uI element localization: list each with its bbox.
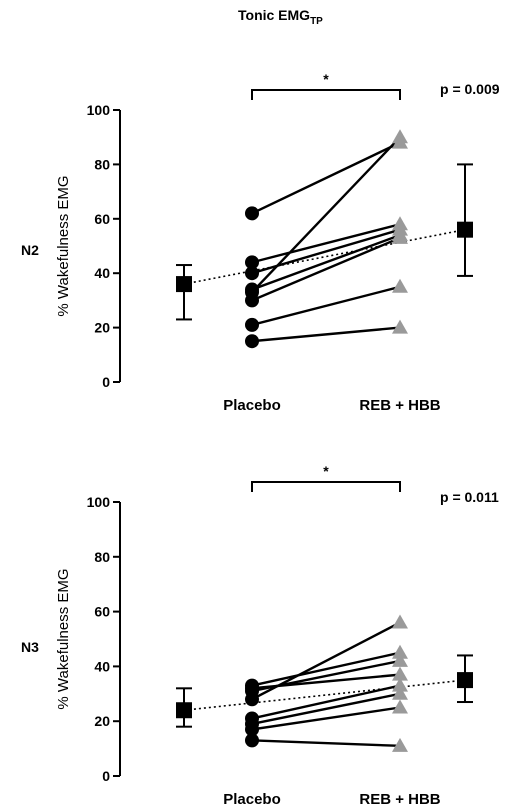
summary-mean-marker-reb_hbb bbox=[457, 221, 473, 238]
y-tick-label: 20 bbox=[94, 320, 110, 336]
reb-hbb-point bbox=[392, 319, 408, 334]
x-tick-label-reb-hbb: REB + HBB bbox=[359, 397, 440, 414]
y-tick-label: 0 bbox=[102, 768, 110, 784]
figure-title-subscript: TP bbox=[310, 16, 323, 27]
paired-line bbox=[251, 621, 401, 701]
paired-line bbox=[251, 141, 401, 215]
panel-n3: N3 % Wakefulness EMG 0 20 40 60 80 100 Placebo RE… bbox=[21, 463, 499, 808]
y-tick-label: 60 bbox=[94, 211, 110, 227]
reb-hbb-point bbox=[392, 614, 408, 629]
panel-n2: N2 % Wakefulness EMG 0 20 40 60 80 100 Placebo RE… bbox=[21, 71, 500, 414]
paired-line bbox=[251, 233, 401, 291]
summary-mean-marker-reb_hbb bbox=[457, 672, 473, 689]
reb-hbb-point bbox=[392, 685, 408, 700]
paired-line bbox=[251, 236, 401, 302]
reb-hbb-point bbox=[392, 644, 408, 659]
placebo-point bbox=[245, 334, 259, 349]
y-tick-label: 40 bbox=[94, 265, 110, 281]
reb-hbb-point bbox=[392, 129, 408, 144]
y-tick-label: 20 bbox=[94, 713, 110, 729]
reb-hbb-point bbox=[392, 699, 408, 714]
paired-line bbox=[251, 136, 401, 294]
reb-hbb-point bbox=[392, 737, 408, 752]
reb-hbb-point bbox=[392, 278, 408, 293]
significance-star: * bbox=[323, 463, 329, 479]
p-value-label: p = 0.009 bbox=[440, 81, 500, 97]
paired-line bbox=[251, 692, 401, 726]
placebo-point bbox=[245, 255, 259, 270]
y-tick-label: 100 bbox=[87, 102, 111, 118]
paired-line bbox=[251, 684, 401, 720]
reb-hbb-point bbox=[392, 652, 408, 667]
y-axis-label: % Wakefulness EMG bbox=[55, 175, 72, 316]
placebo-point bbox=[245, 317, 259, 332]
x-tick-label-reb-hbb: REB + HBB bbox=[359, 791, 440, 808]
paired-line bbox=[251, 706, 401, 731]
summary-mean-marker-placebo bbox=[176, 702, 192, 719]
summary-mean-marker-placebo bbox=[176, 276, 192, 293]
y-tick-label: 40 bbox=[94, 658, 110, 674]
y-tick-label: 80 bbox=[94, 156, 110, 172]
reb-hbb-point bbox=[392, 677, 408, 692]
placebo-point bbox=[245, 733, 259, 748]
figure-title: Tonic EMGTP bbox=[238, 7, 323, 27]
x-tick-label-placebo: Placebo bbox=[223, 397, 281, 414]
x-tick-label-placebo: Placebo bbox=[223, 791, 281, 808]
y-axis-label: % Wakefulness EMG bbox=[55, 568, 72, 709]
placebo-point bbox=[245, 206, 259, 221]
y-tick-label: 80 bbox=[94, 549, 110, 565]
y-tick-label: 100 bbox=[87, 494, 111, 510]
placebo-point bbox=[245, 722, 259, 737]
paired-line bbox=[251, 651, 401, 687]
significance-bracket bbox=[251, 481, 401, 492]
significance-bracket bbox=[251, 89, 401, 100]
paired-line bbox=[251, 285, 401, 327]
y-tick-label: 60 bbox=[94, 604, 110, 620]
placebo-point bbox=[245, 266, 259, 281]
row-label: N3 bbox=[21, 639, 39, 655]
reb-hbb-point bbox=[392, 666, 408, 681]
placebo-point bbox=[245, 692, 259, 707]
figure-title-main: Tonic EMG bbox=[238, 7, 310, 23]
row-label: N2 bbox=[21, 242, 39, 258]
summary-trend-line bbox=[183, 679, 466, 712]
reb-hbb-point bbox=[392, 229, 408, 244]
paired-line bbox=[251, 326, 401, 343]
paired-line bbox=[251, 739, 401, 748]
significance-star: * bbox=[323, 71, 329, 87]
summary-trend-line bbox=[183, 228, 466, 285]
p-value-label: p = 0.011 bbox=[440, 489, 499, 505]
y-tick-label: 0 bbox=[102, 374, 110, 390]
paired-line bbox=[251, 223, 401, 264]
paired-line bbox=[251, 228, 401, 275]
placebo-point bbox=[245, 293, 259, 308]
